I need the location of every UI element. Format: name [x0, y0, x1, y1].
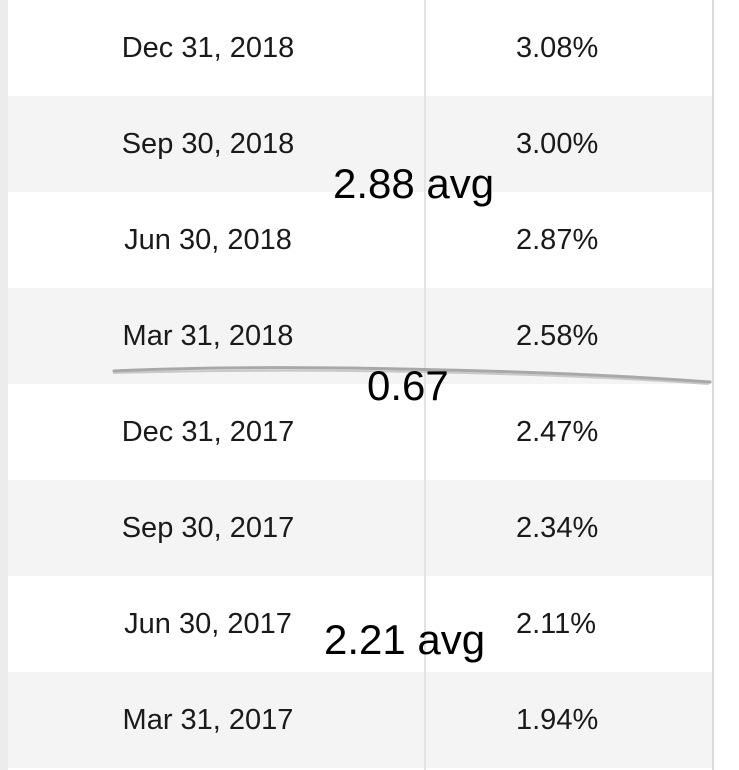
table-row: Sep 30, 2017 2.34% — [8, 480, 712, 576]
rate-cell: 2.34% — [516, 512, 599, 544]
table-row: Sep 30, 2018 3.00% — [8, 96, 712, 192]
rate-cell: 3.08% — [516, 32, 599, 64]
annotation-2018-average: 2.88 avg — [333, 160, 495, 207]
table-row: Mar 31, 2018 2.58% — [8, 288, 712, 384]
rate-cell: 2.87% — [516, 224, 599, 256]
rate-cell: 3.00% — [516, 128, 599, 160]
table-row: Dec 31, 2017 2.47% — [8, 384, 712, 480]
date-cell: Jun 30, 2017 — [124, 608, 292, 640]
column-divider — [424, 0, 426, 770]
rate-cell: 2.11% — [516, 608, 597, 640]
date-cell: Mar 31, 2018 — [122, 320, 294, 352]
date-cell: Sep 30, 2017 — [121, 512, 295, 544]
table-row: Dec 31, 2018 3.08% — [8, 0, 712, 96]
table-row: Jun 30, 2017 2.11% — [8, 576, 712, 672]
table-row: Jun 30, 2018 2.87% — [8, 192, 712, 288]
rate-cell: 1.94% — [516, 704, 599, 736]
date-cell: Dec 31, 2017 — [121, 416, 295, 448]
date-cell: Dec 31, 2018 — [121, 32, 295, 64]
annotation-2017-average: 2.21 avg — [324, 616, 486, 663]
annotation-difference: 0.67 — [367, 362, 449, 409]
rate-cell: 2.58% — [516, 320, 599, 352]
date-cell: Sep 30, 2018 — [121, 128, 295, 160]
table-row: Mar 31, 2017 1.94% — [8, 672, 712, 768]
rate-cell: 2.47% — [516, 416, 599, 448]
right-border — [712, 0, 739, 770]
date-cell: Jun 30, 2018 — [124, 224, 292, 256]
date-cell: Mar 31, 2017 — [122, 704, 294, 736]
left-border — [0, 0, 8, 770]
